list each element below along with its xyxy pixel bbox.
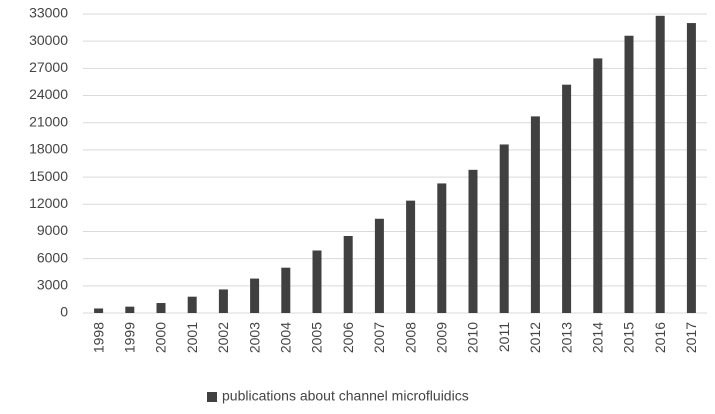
y-tick-label: 33000 xyxy=(29,5,68,21)
x-tick-label: 2006 xyxy=(340,322,356,353)
bar xyxy=(499,144,509,313)
y-tick-label: 18000 xyxy=(29,141,68,157)
bar xyxy=(374,218,384,313)
x-tick-label: 2007 xyxy=(371,322,387,353)
bar xyxy=(250,278,260,313)
x-tick-label: 2001 xyxy=(184,322,200,353)
y-tick-label: 24000 xyxy=(29,86,68,102)
x-tick-label: 2004 xyxy=(278,322,294,353)
bar xyxy=(562,84,572,313)
x-tick-label: 2015 xyxy=(621,322,637,353)
bar xyxy=(530,116,540,313)
bar xyxy=(312,250,322,313)
x-tick-label: 2016 xyxy=(652,322,668,353)
y-tick-label: 9000 xyxy=(37,222,68,238)
y-tick-label: 30000 xyxy=(29,32,68,48)
y-tick-label: 27000 xyxy=(29,59,68,75)
y-tick-label: 15000 xyxy=(29,168,68,184)
bar xyxy=(187,296,197,313)
bar xyxy=(125,306,135,313)
y-tick-label: 0 xyxy=(60,304,68,320)
x-tick-label: 2000 xyxy=(153,322,169,353)
bar xyxy=(281,267,291,313)
bar xyxy=(655,15,665,313)
x-tick-label: 2008 xyxy=(402,322,418,353)
bar xyxy=(686,23,696,313)
bar xyxy=(406,200,416,313)
x-tick-label: 2005 xyxy=(309,322,325,353)
legend-swatch xyxy=(207,392,217,402)
x-tick-label: 2013 xyxy=(558,322,574,353)
bar xyxy=(437,183,447,313)
x-tick-label: 2003 xyxy=(246,322,262,353)
y-tick-label: 3000 xyxy=(37,277,68,293)
bar xyxy=(624,35,634,313)
x-tick-label: 2012 xyxy=(527,322,543,353)
x-tick-label: 2009 xyxy=(434,322,450,353)
bar xyxy=(94,308,104,313)
bar xyxy=(218,289,228,313)
bar xyxy=(593,58,603,313)
x-tick-label: 1999 xyxy=(122,322,138,353)
x-tick-label: 2011 xyxy=(496,322,512,352)
x-tick-label: 2014 xyxy=(590,322,606,353)
x-tick-label: 1998 xyxy=(90,322,106,353)
x-tick-label: 2002 xyxy=(215,322,231,353)
bar xyxy=(156,303,166,313)
x-tick-label: 2017 xyxy=(683,322,699,353)
y-tick-label: 21000 xyxy=(29,113,68,129)
y-tick-label: 6000 xyxy=(37,249,68,265)
legend-label: publications about channel microfluidics xyxy=(222,388,469,404)
bar xyxy=(343,235,353,313)
x-tick-label: 2010 xyxy=(465,322,481,353)
y-tick-label: 12000 xyxy=(29,195,68,211)
bar xyxy=(468,169,478,313)
